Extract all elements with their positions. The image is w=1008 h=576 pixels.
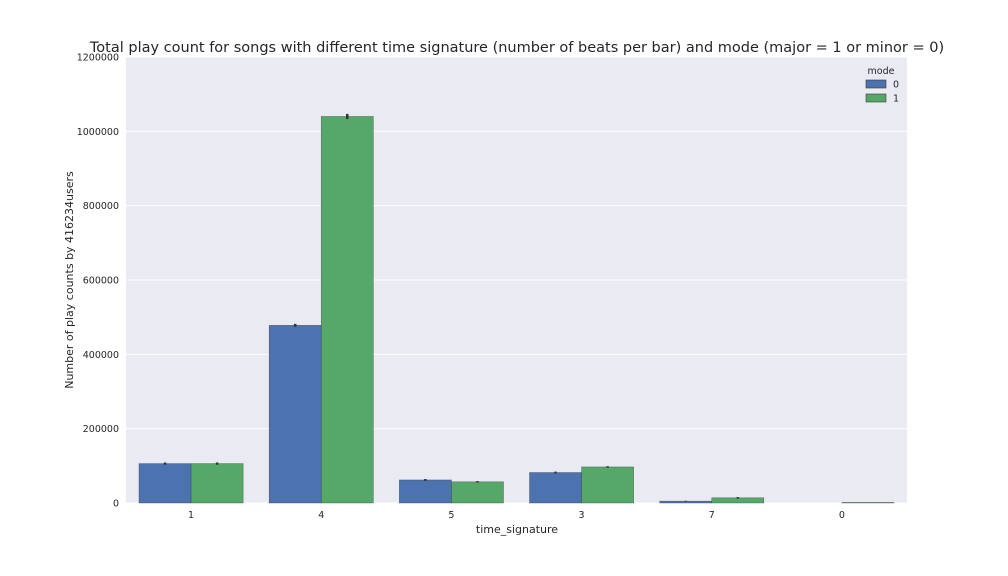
legend-label: 1 [893, 94, 899, 105]
y-tick-label: 1200000 [77, 53, 119, 64]
y-tick-label: 800000 [83, 201, 119, 212]
x-tick-label: 7 [709, 510, 715, 521]
error-bars [163, 113, 740, 502]
y-tick-label: 0 [113, 499, 119, 510]
bar-mode-1-ts-0 [841, 502, 895, 504]
legend-swatch-1 [865, 93, 887, 103]
bar-mode-0-ts-5 [399, 479, 452, 504]
legend: mode 0 1 [865, 66, 899, 105]
y-tick-label: 200000 [83, 424, 119, 435]
legend-label: 0 [893, 80, 899, 91]
y-axis-label: Number of play counts by 416234users [63, 171, 76, 389]
x-tick-labels: 1 4 5 3 7 0 [188, 510, 845, 521]
y-tick-label: 600000 [83, 276, 119, 287]
bar-mode-1-ts-7 [711, 497, 765, 504]
bar-mode-0-ts-1 [138, 463, 192, 504]
bars [138, 116, 895, 504]
bar-mode-1-ts-1 [190, 463, 244, 504]
x-tick-label: 1 [188, 510, 194, 521]
x-tick-label: 3 [579, 510, 585, 521]
legend-title: mode [868, 66, 895, 77]
bar-mode-1-ts-3 [581, 466, 634, 504]
chart-title: Total play count for songs with differen… [89, 40, 944, 56]
x-tick-label: 0 [839, 510, 845, 521]
bar-mode-1-ts-4 [320, 116, 374, 504]
x-axis-label: time_signature [476, 523, 558, 536]
grid-lines [126, 56, 907, 504]
bar-mode-0-ts-3 [529, 472, 582, 504]
bar-mode-0-ts-4 [268, 325, 322, 504]
legend-swatch-0 [865, 79, 887, 89]
x-tick-label: 5 [448, 510, 454, 521]
x-tick-label: 4 [318, 510, 324, 521]
y-tick-label: 1000000 [77, 127, 119, 138]
bar-mode-1-ts-5 [451, 481, 504, 504]
y-tick-labels: 0 200000 400000 600000 800000 1000000 1200000 [77, 53, 119, 510]
y-tick-label: 400000 [83, 350, 119, 361]
